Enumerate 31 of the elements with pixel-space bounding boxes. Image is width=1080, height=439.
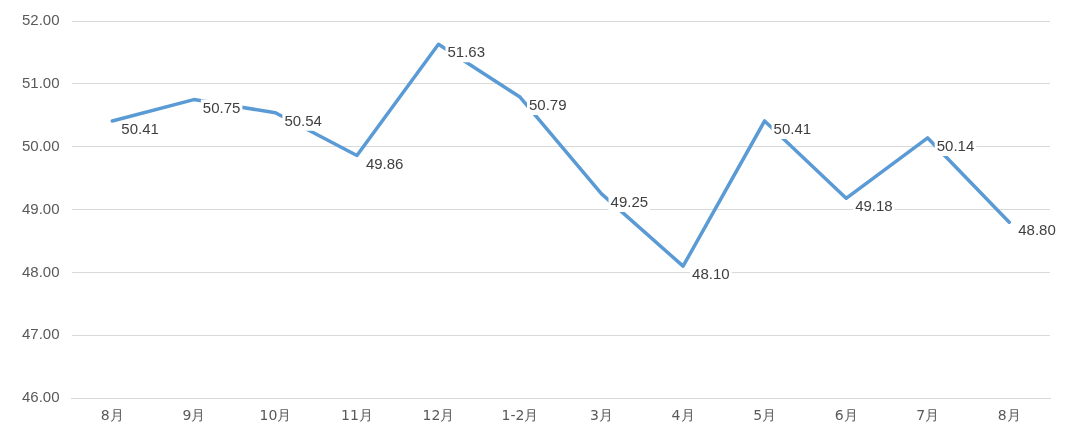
- data-label: 48.10: [692, 265, 730, 283]
- data-label: 50.14: [936, 137, 975, 155]
- x-tick-label: 7月: [916, 407, 940, 424]
- x-tick-label: 12月: [422, 407, 455, 424]
- x-tick-label: 6月: [834, 407, 858, 424]
- data-label: 49.25: [610, 193, 649, 211]
- data-label: 50.79: [529, 96, 567, 114]
- y-tick-label: 50.00: [21, 136, 60, 154]
- data-label: 50.41: [773, 120, 812, 138]
- data-label: 49.18: [855, 197, 893, 215]
- x-tick-label: 8月: [997, 407, 1021, 424]
- y-tick-label: 47.00: [21, 325, 60, 343]
- data-label: 50.75: [202, 98, 241, 116]
- data-label: 50.54: [284, 111, 322, 129]
- x-tick-label: 11月: [341, 407, 373, 424]
- data-label: 48.80: [1018, 221, 1056, 239]
- x-tick-label: 10月: [259, 407, 292, 424]
- y-tick-label: 52.00: [21, 11, 60, 29]
- x-tick-label: 9月: [182, 407, 206, 424]
- data-label: 50.41: [121, 120, 159, 138]
- x-tick-label: 8月: [100, 407, 124, 424]
- data-label: 51.63: [447, 43, 486, 61]
- y-tick-label: 48.00: [21, 262, 60, 280]
- x-tick-label: 5月: [753, 407, 777, 424]
- x-tick-label: 4月: [671, 407, 695, 424]
- y-tick-label: 46.00: [21, 388, 60, 406]
- x-tick-label: 1-2月: [501, 407, 539, 424]
- y-tick-label: 49.00: [21, 199, 60, 217]
- x-tick-label: 3月: [590, 407, 613, 424]
- y-tick-label: 51.00: [21, 74, 60, 92]
- data-label: 49.86: [365, 154, 404, 172]
